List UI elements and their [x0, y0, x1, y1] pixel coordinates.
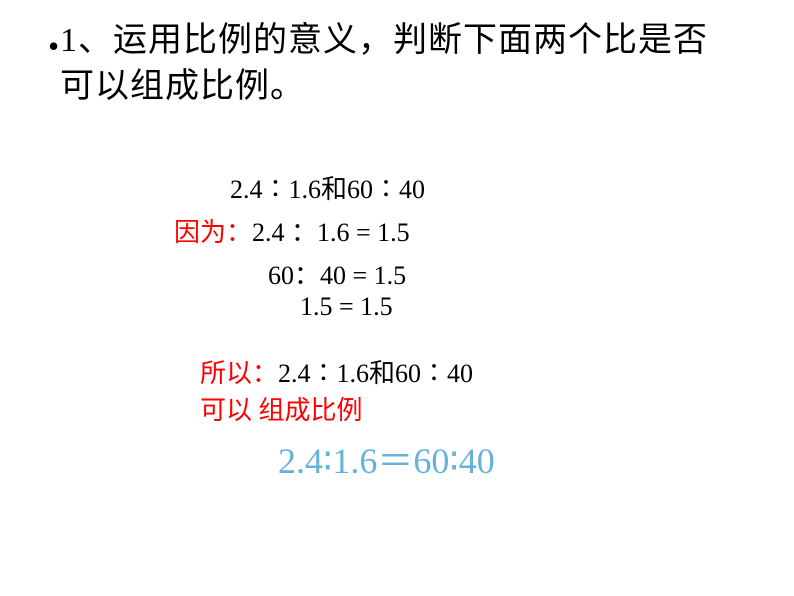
therefore-value: 2.4∶1.6和60∶40	[278, 359, 473, 388]
because-value: 2.4 ：1.6 = 1.5	[252, 218, 410, 247]
therefore-line: 所以：2.4∶1.6和60∶40	[200, 353, 473, 390]
because-line: 因为：2.4 ：1.6 = 1.5	[174, 212, 410, 249]
bullet-icon: •	[48, 28, 59, 65]
problem-title: 1、运用比例的意义，判断下面两个比是否可以组成比例。	[60, 18, 740, 110]
because-label: 因为：	[174, 218, 252, 247]
result-text: 可以 组成比例	[200, 390, 363, 427]
therefore-label: 所以：	[200, 359, 278, 388]
ratios-given: 2.4∶1.6和60∶40	[230, 169, 425, 206]
calc-line-2: 60：40 = 1.5	[268, 255, 406, 292]
conclusion-equation: 2.4∶1.6＝60∶40	[278, 432, 495, 484]
title-container: 1、运用比例的意义，判断下面两个比是否可以组成比例。	[60, 18, 740, 110]
calc-line-3: 1.5 = 1.5	[300, 292, 393, 322]
